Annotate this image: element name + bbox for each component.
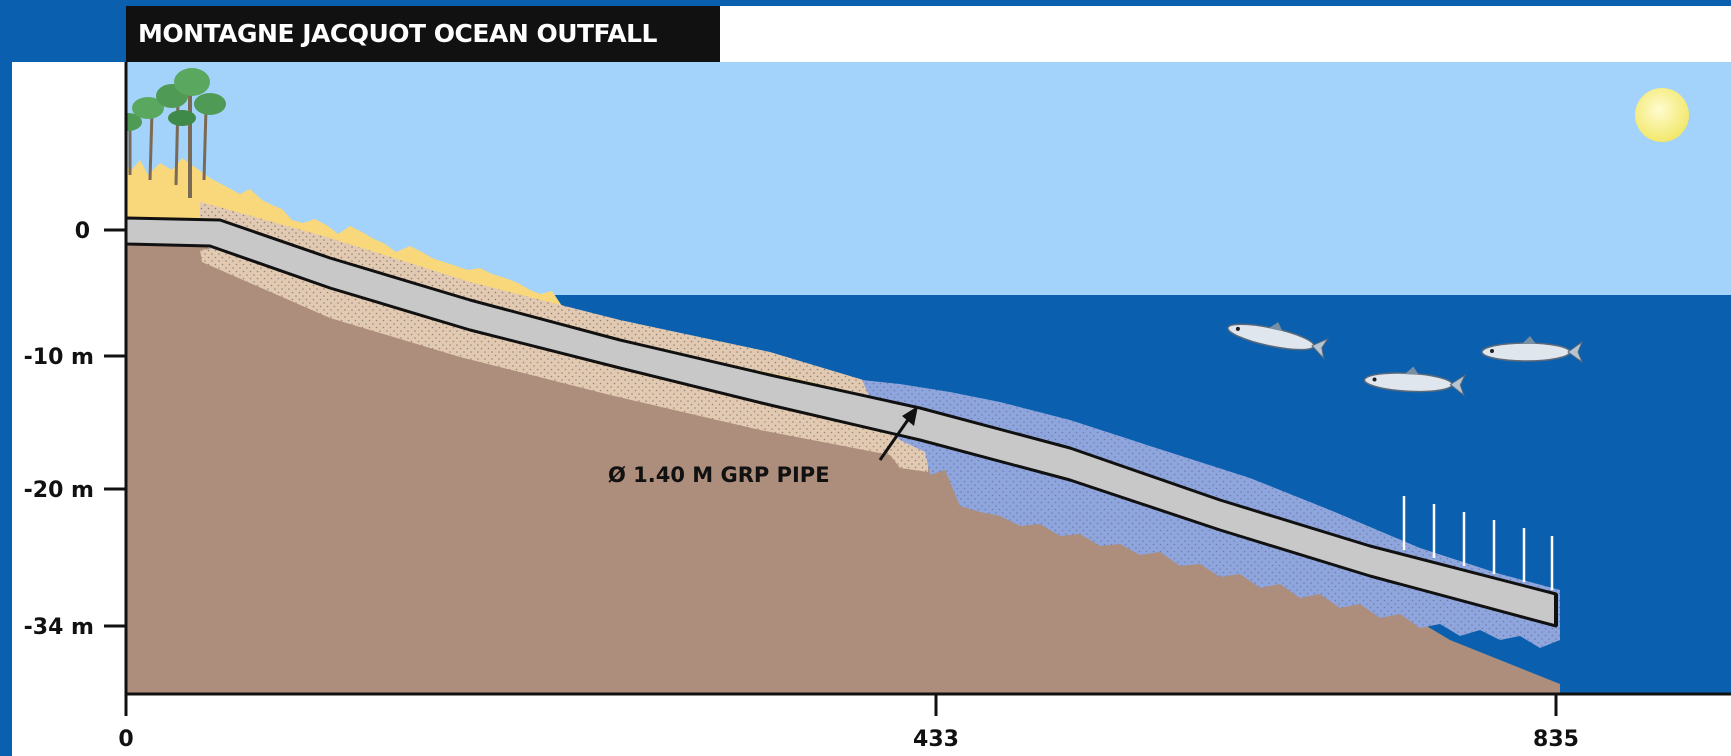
- distance-axis-panel: [12, 694, 1731, 756]
- pipe-label: Ø 1.40 M GRP PIPE: [608, 463, 830, 487]
- distance-label-835: 835: [1533, 727, 1579, 752]
- beach-sand: [126, 158, 870, 404]
- diagram-title: MONTAGNE JACQUOT OCEAN OUTFALL: [138, 19, 658, 48]
- fish-icon: [1481, 336, 1584, 364]
- distance-label-0: 0: [118, 727, 133, 752]
- depth-label-0: 0: [75, 219, 90, 244]
- fish-icon: [1227, 322, 1330, 360]
- title-box: [126, 6, 720, 62]
- fish-icon: [1363, 366, 1467, 397]
- depth-label-34m: -34 m: [24, 615, 94, 640]
- depth-label-10m: -10 m: [24, 345, 94, 370]
- arrow-head-icon: [902, 406, 918, 426]
- distance-label-433: 433: [913, 727, 959, 752]
- sun-icon: [1635, 88, 1689, 142]
- depth-axis-panel: [12, 62, 126, 695]
- pipe-pointer-arrow: [878, 413, 914, 461]
- depth-label-20m: -20 m: [24, 478, 94, 503]
- diffuser-riser-icon: [1402, 496, 1554, 590]
